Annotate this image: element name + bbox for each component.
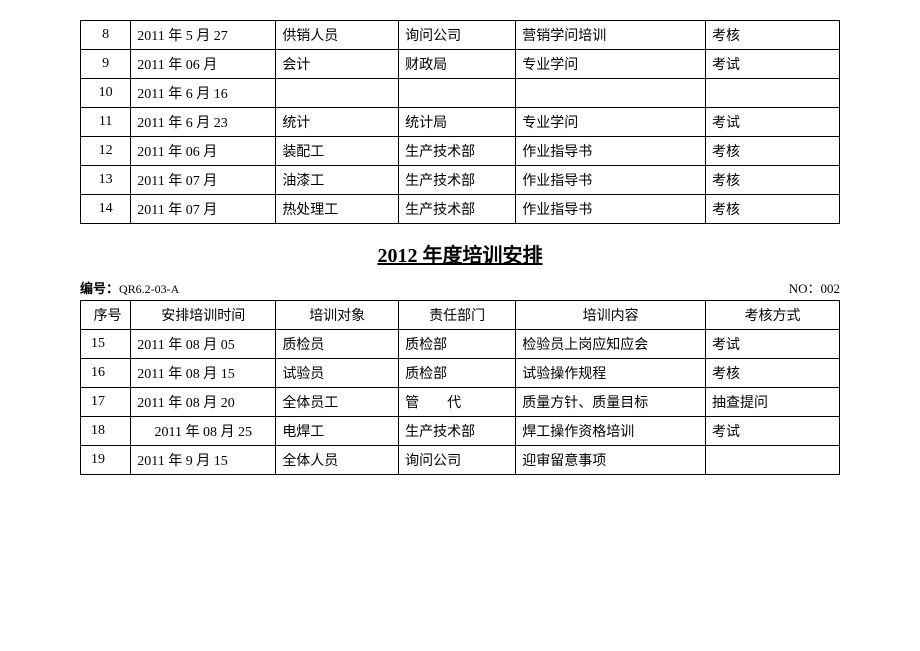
subheader: 编号：QR6.2-03-A NO：002 xyxy=(80,278,840,297)
cell-seq: 17 xyxy=(81,388,131,417)
cell-seq: 8 xyxy=(81,21,131,50)
cell-seq: 16 xyxy=(81,359,131,388)
cell-target: 全体人员 xyxy=(276,446,399,475)
cell-dept: 生产技术部 xyxy=(399,166,516,195)
cell-dept: 财政局 xyxy=(399,50,516,79)
table-header-row: 序号 安排培训时间 培训对象 责任部门 培训内容 考核方式 xyxy=(81,301,840,330)
cell-content: 专业学问 xyxy=(516,50,706,79)
table-row: 122011 年 06 月装配工生产技术部作业指导书考核 xyxy=(81,137,840,166)
cell-method: 考核 xyxy=(706,359,840,388)
no-value: 002 xyxy=(821,281,841,296)
cell-method: 考试 xyxy=(706,330,840,359)
header-target: 培训对象 xyxy=(276,301,399,330)
cell-seq: 13 xyxy=(81,166,131,195)
header-content: 培训内容 xyxy=(516,301,706,330)
cell-dept: 生产技术部 xyxy=(399,195,516,224)
cell-dept xyxy=(399,79,516,108)
cell-content xyxy=(516,79,706,108)
cell-target: 会计 xyxy=(276,50,399,79)
cell-target: 装配工 xyxy=(276,137,399,166)
cell-date: 2011 年 08 月 15 xyxy=(131,359,276,388)
cell-dept: 质检部 xyxy=(399,359,516,388)
table-row: 192011 年 9 月 15全体人员询问公司迎审留意事项 xyxy=(81,446,840,475)
cell-content: 质量方针、质量目标 xyxy=(516,388,706,417)
cell-target xyxy=(276,79,399,108)
cell-content: 营销学问培训 xyxy=(516,21,706,50)
cell-method: 考试 xyxy=(706,50,840,79)
cell-dept: 生产技术部 xyxy=(399,137,516,166)
cell-method: 抽查提问 xyxy=(706,388,840,417)
table-row: 112011 年 6 月 23统计统计局专业学问考试 xyxy=(81,108,840,137)
cell-content: 作业指导书 xyxy=(516,195,706,224)
table-row: 142011 年 07 月热处理工生产技术部作业指导书考核 xyxy=(81,195,840,224)
table-row: 82011 年 5 月 27供销人员询问公司营销学问培训考核 xyxy=(81,21,840,50)
cell-target: 供销人员 xyxy=(276,21,399,50)
table-row: 182011 年 08 月 25电焊工生产技术部焊工操作资格培训考试 xyxy=(81,417,840,446)
cell-date: 2011 年 5 月 27 xyxy=(131,21,276,50)
cell-method: 考核 xyxy=(706,166,840,195)
cell-seq: 9 xyxy=(81,50,131,79)
no-label: NO： xyxy=(789,281,821,296)
cell-content: 作业指导书 xyxy=(516,137,706,166)
cell-date: 2011 年 08 月 20 xyxy=(131,388,276,417)
cell-method: 考核 xyxy=(706,137,840,166)
table-row: 102011 年 6 月 16 xyxy=(81,79,840,108)
cell-target: 油漆工 xyxy=(276,166,399,195)
cell-target: 电焊工 xyxy=(276,417,399,446)
cell-date: 2011 年 6 月 23 xyxy=(131,108,276,137)
cell-dept: 询问公司 xyxy=(399,21,516,50)
page-title: 2012 年度培训安排 xyxy=(80,239,840,268)
cell-target: 质检员 xyxy=(276,330,399,359)
header-seq: 序号 xyxy=(81,301,131,330)
cell-dept: 询问公司 xyxy=(399,446,516,475)
header-method: 考核方式 xyxy=(706,301,840,330)
code-label: 编号： xyxy=(80,281,119,296)
cell-method xyxy=(706,79,840,108)
table-row: 132011 年 07 月油漆工生产技术部作业指导书考核 xyxy=(81,166,840,195)
cell-date: 2011 年 08 月 05 xyxy=(131,330,276,359)
cell-target: 热处理工 xyxy=(276,195,399,224)
cell-target: 全体员工 xyxy=(276,388,399,417)
cell-content: 作业指导书 xyxy=(516,166,706,195)
cell-date: 2011 年 06 月 xyxy=(131,137,276,166)
cell-method: 考核 xyxy=(706,195,840,224)
cell-target: 统计 xyxy=(276,108,399,137)
cell-method xyxy=(706,446,840,475)
cell-seq: 12 xyxy=(81,137,131,166)
training-table-2: 序号 安排培训时间 培训对象 责任部门 培训内容 考核方式 152011 年 0… xyxy=(80,300,840,475)
cell-date: 2011 年 9 月 15 xyxy=(131,446,276,475)
cell-seq: 14 xyxy=(81,195,131,224)
cell-date: 2011 年 08 月 25 xyxy=(131,417,276,446)
cell-content: 试验操作规程 xyxy=(516,359,706,388)
cell-seq: 11 xyxy=(81,108,131,137)
code-value: QR6.2-03-A xyxy=(119,282,179,296)
cell-content: 迎审留意事项 xyxy=(516,446,706,475)
cell-target: 试验员 xyxy=(276,359,399,388)
cell-date: 2011 年 6 月 16 xyxy=(131,79,276,108)
cell-seq: 18 xyxy=(81,417,131,446)
cell-method: 考核 xyxy=(706,21,840,50)
cell-seq: 19 xyxy=(81,446,131,475)
cell-dept: 生产技术部 xyxy=(399,417,516,446)
cell-date: 2011 年 07 月 xyxy=(131,166,276,195)
cell-seq: 15 xyxy=(81,330,131,359)
cell-content: 焊工操作资格培训 xyxy=(516,417,706,446)
cell-seq: 10 xyxy=(81,79,131,108)
header-date: 安排培训时间 xyxy=(131,301,276,330)
cell-content: 检验员上岗应知应会 xyxy=(516,330,706,359)
cell-date: 2011 年 06 月 xyxy=(131,50,276,79)
header-dept: 责任部门 xyxy=(399,301,516,330)
cell-dept: 管 代 xyxy=(399,388,516,417)
cell-method: 考试 xyxy=(706,417,840,446)
table-row: 162011 年 08 月 15试验员质检部试验操作规程考核 xyxy=(81,359,840,388)
table-row: 92011 年 06 月会计财政局专业学问考试 xyxy=(81,50,840,79)
cell-method: 考试 xyxy=(706,108,840,137)
table-row: 172011 年 08 月 20全体员工管 代质量方针、质量目标抽查提问 xyxy=(81,388,840,417)
cell-date: 2011 年 07 月 xyxy=(131,195,276,224)
cell-dept: 统计局 xyxy=(399,108,516,137)
training-table-1: 82011 年 5 月 27供销人员询问公司营销学问培训考核92011 年 06… xyxy=(80,20,840,224)
table-row: 152011 年 08 月 05质检员质检部检验员上岗应知应会考试 xyxy=(81,330,840,359)
cell-content: 专业学问 xyxy=(516,108,706,137)
cell-dept: 质检部 xyxy=(399,330,516,359)
